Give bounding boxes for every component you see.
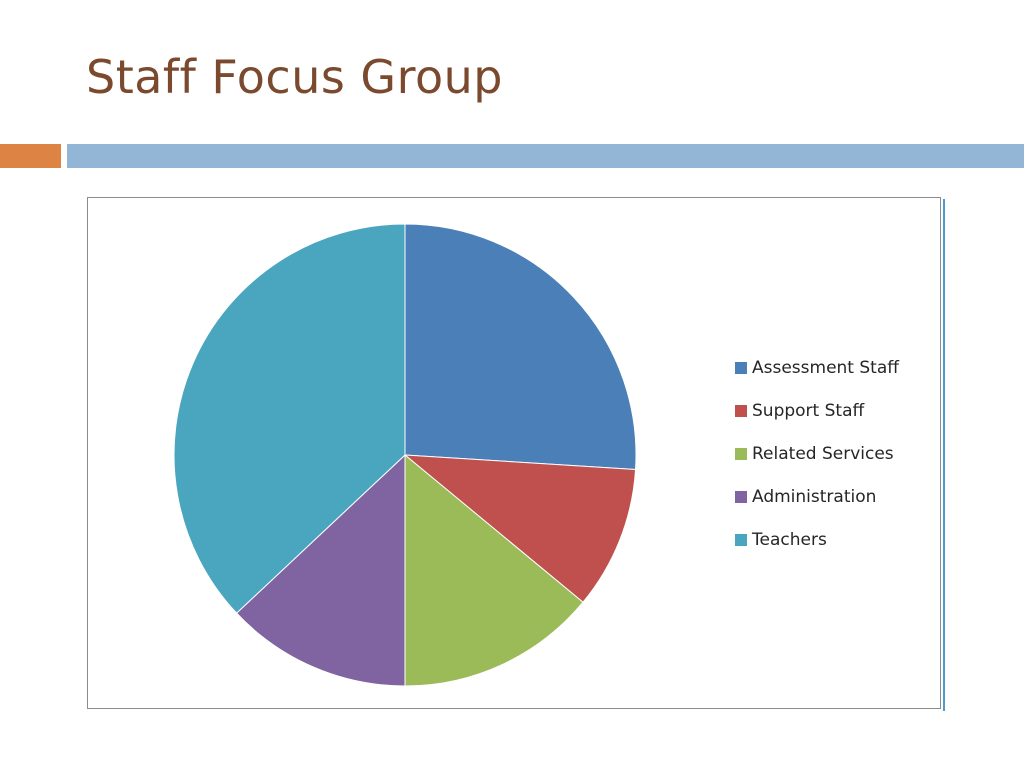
- pie-slice-related-services: [404, 453, 584, 687]
- legend-label: Teachers: [752, 530, 827, 550]
- legend-swatch: [735, 491, 747, 503]
- accent-bar-blue: [67, 144, 1024, 168]
- legend-item-teachers: Teachers: [735, 528, 899, 552]
- legend-label: Related Services: [752, 444, 894, 464]
- pie-slice-support-staff: [403, 454, 637, 603]
- pie-slice-administration: [235, 453, 406, 687]
- chart-frame-edge: [943, 199, 945, 711]
- accent-bar-orange: [0, 144, 61, 168]
- legend-swatch: [735, 448, 747, 460]
- legend-item-support-staff: Support Staff: [735, 399, 899, 423]
- legend-swatch: [735, 362, 747, 374]
- pie-chart: [173, 223, 637, 687]
- pie-slice-teachers: [173, 223, 406, 614]
- chart-legend: Assessment Staff Support Staff Related S…: [735, 356, 899, 552]
- pie-slice-assessment-staff: [404, 223, 637, 471]
- legend-swatch: [735, 534, 747, 546]
- legend-label: Assessment Staff: [752, 358, 899, 378]
- chart-frame[interactable]: Assessment Staff Support Staff Related S…: [87, 197, 941, 709]
- slide-title: Staff Focus Group: [86, 50, 503, 104]
- legend-item-related-services: Related Services: [735, 442, 899, 466]
- legend-label: Support Staff: [752, 401, 865, 421]
- legend-swatch: [735, 405, 747, 417]
- legend-item-administration: Administration: [735, 485, 899, 509]
- legend-label: Administration: [752, 487, 877, 507]
- legend-item-assessment-staff: Assessment Staff: [735, 356, 899, 380]
